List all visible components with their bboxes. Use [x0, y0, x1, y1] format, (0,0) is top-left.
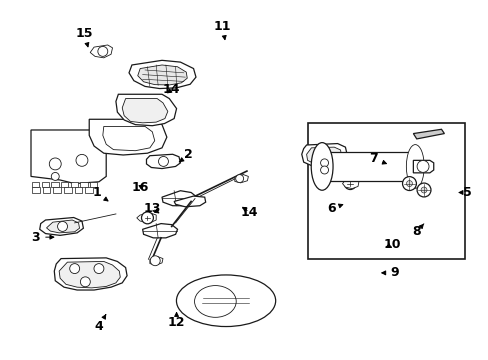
Circle shape [320, 166, 328, 174]
Text: 4: 4 [94, 315, 105, 333]
Polygon shape [53, 187, 61, 193]
Circle shape [98, 46, 107, 57]
Polygon shape [142, 224, 177, 238]
Polygon shape [61, 182, 68, 187]
Circle shape [402, 177, 416, 190]
Text: 2: 2 [179, 148, 193, 162]
Polygon shape [59, 261, 120, 288]
Polygon shape [31, 130, 106, 184]
Polygon shape [89, 119, 166, 155]
Polygon shape [85, 187, 93, 193]
Polygon shape [116, 94, 176, 126]
Bar [307, 123, 464, 258]
Text: 8: 8 [411, 224, 423, 238]
Ellipse shape [194, 285, 236, 317]
Text: 9: 9 [381, 266, 398, 279]
Circle shape [406, 181, 411, 186]
Circle shape [76, 154, 88, 166]
Polygon shape [174, 196, 205, 207]
Circle shape [420, 187, 426, 193]
Circle shape [141, 212, 153, 224]
Circle shape [158, 157, 168, 166]
Text: 14: 14 [240, 206, 258, 219]
Circle shape [49, 158, 61, 170]
Circle shape [416, 183, 430, 197]
Polygon shape [234, 175, 248, 183]
Polygon shape [90, 45, 112, 58]
Polygon shape [51, 182, 59, 187]
Text: 16: 16 [131, 181, 148, 194]
Ellipse shape [310, 143, 332, 190]
Polygon shape [54, 258, 127, 290]
Circle shape [318, 156, 325, 164]
Text: 14: 14 [163, 84, 180, 96]
Polygon shape [412, 129, 444, 139]
Circle shape [80, 277, 90, 287]
Polygon shape [150, 257, 163, 265]
Polygon shape [42, 187, 50, 193]
Ellipse shape [176, 275, 275, 327]
Polygon shape [306, 147, 341, 164]
Polygon shape [46, 220, 80, 233]
Polygon shape [71, 182, 78, 187]
Polygon shape [301, 144, 346, 166]
Polygon shape [102, 126, 154, 151]
Text: 11: 11 [213, 20, 231, 40]
Polygon shape [32, 182, 39, 187]
Polygon shape [81, 182, 87, 187]
Polygon shape [137, 213, 156, 223]
Polygon shape [90, 182, 97, 187]
Circle shape [150, 256, 160, 266]
Text: 7: 7 [368, 152, 386, 165]
Text: 3: 3 [31, 231, 54, 244]
Circle shape [51, 172, 59, 180]
Text: 15: 15 [76, 27, 93, 47]
Circle shape [320, 159, 328, 167]
Polygon shape [412, 160, 433, 173]
Polygon shape [32, 187, 40, 193]
Text: 6: 6 [327, 202, 342, 215]
Polygon shape [122, 99, 167, 123]
Circle shape [235, 175, 243, 183]
Text: 10: 10 [383, 238, 401, 251]
Polygon shape [322, 152, 414, 181]
Polygon shape [342, 179, 358, 189]
Polygon shape [138, 65, 187, 85]
Ellipse shape [406, 145, 424, 188]
Text: 13: 13 [143, 202, 161, 215]
Text: 12: 12 [167, 312, 185, 329]
Circle shape [318, 150, 325, 158]
Circle shape [58, 221, 67, 231]
Circle shape [94, 264, 103, 274]
Polygon shape [40, 217, 83, 235]
Text: 5: 5 [458, 186, 471, 199]
Polygon shape [129, 60, 196, 89]
Polygon shape [64, 187, 72, 193]
Polygon shape [41, 182, 49, 187]
Circle shape [70, 264, 80, 274]
Polygon shape [75, 187, 82, 193]
Circle shape [344, 177, 355, 189]
Polygon shape [162, 191, 197, 206]
Circle shape [416, 161, 428, 172]
Text: 1: 1 [92, 186, 108, 201]
Polygon shape [146, 154, 180, 168]
